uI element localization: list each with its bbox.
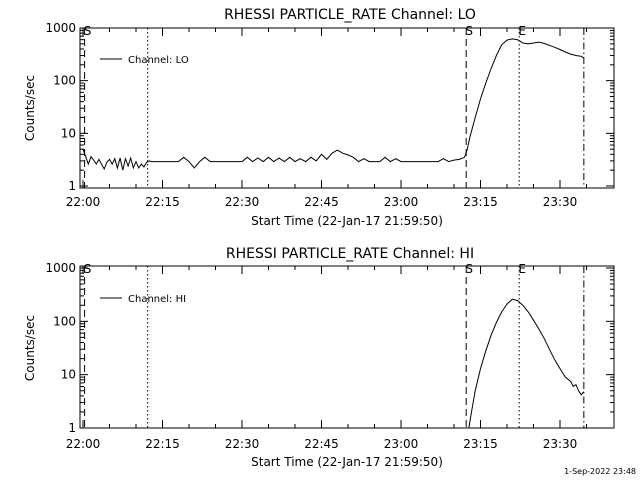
x-tick-label: 23:30 [543,437,578,451]
panel-lo: RHESSI PARTICLE_RATE Channel: LO 1 10 100 1… [23,7,615,228]
plot-frame-lo [79,27,615,189]
x-axis-label-lo: Start Time (22-Jan-17 21:59:50) [251,214,443,228]
marker-label: S [84,262,92,276]
y-tick-label: 1 [68,179,76,193]
series-line-hi [468,298,585,429]
y-tick-label: 1000 [45,261,76,275]
y-tick-label: 10 [61,126,76,140]
x-tick-label: 22:00 [66,195,101,209]
x-tick-label: 22:45 [304,437,339,451]
marker-label: S [465,24,473,38]
y-tick-label: 1000 [45,21,76,35]
x-tick-label: 23:15 [463,437,498,451]
y-axis-label-lo: Counts/sec [23,75,37,141]
x-tick-label: 22:00 [66,437,101,451]
marker-label: S [84,24,92,38]
marker-label: E [518,24,526,38]
y-tick-label: 100 [53,314,76,328]
y-tick-label: 1 [68,421,76,435]
y-tick-label: 10 [61,368,76,382]
x-axis-label-hi: Start Time (22-Jan-17 21:59:50) [251,455,443,469]
chart-title-hi: RHESSI PARTICLE_RATE Channel: HI [226,246,474,262]
x-tick-label: 23:30 [543,195,578,209]
x-tick-label: 22:30 [225,195,260,209]
y-axis-label-hi: Counts/sec [23,315,37,381]
x-tick-label: 23:00 [384,195,419,209]
y-tick-label: 100 [53,74,76,88]
series-line-lo [82,38,585,171]
x-tick-label: 22:45 [304,195,339,209]
x-tick-label: 23:00 [384,437,419,451]
x-tick-label: 22:30 [225,437,260,451]
panel-hi: RHESSI PARTICLE_RATE Channel: HI 1 10 100 1… [23,246,615,469]
chart-title-lo: RHESSI PARTICLE_RATE Channel: LO [224,7,476,23]
footer-date: 1-Sep-2022 23:48 [564,467,636,476]
legend-label-hi: Channel: HI [128,294,186,305]
x-tick-label: 23:15 [463,195,498,209]
plot-frame-hi [79,265,615,429]
marker-label: E [518,262,526,276]
x-tick-label: 22:15 [145,437,180,451]
marker-label: S [465,262,473,276]
legend-label-lo: Channel: LO [128,55,189,66]
x-tick-label: 22:15 [145,195,180,209]
